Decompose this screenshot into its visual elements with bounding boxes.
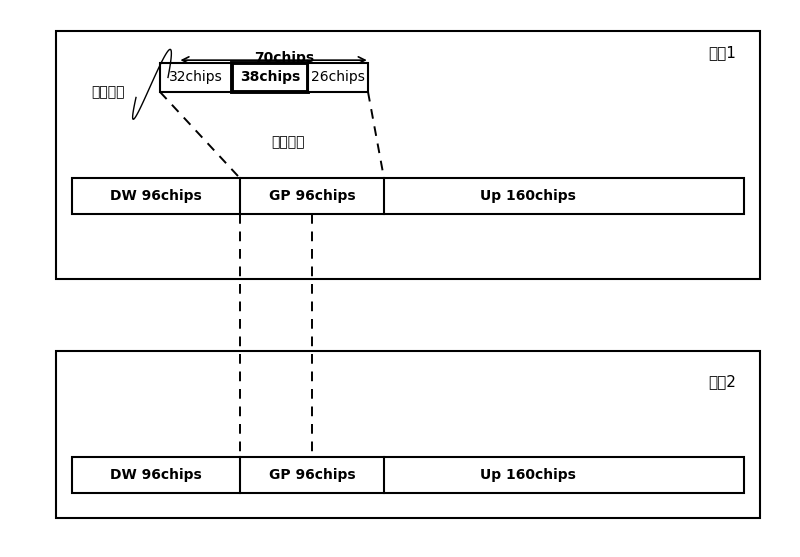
Bar [72,178,744,214]
Text: Up 160chips: Up 160chips [480,468,576,482]
Text: 32chips: 32chips [169,70,223,85]
Bar [72,457,744,493]
Bar [56,31,760,278]
Text: 38chips: 38chips [240,70,300,85]
Text: 保护间隔: 保护间隔 [91,85,125,99]
Text: DW 96chips: DW 96chips [110,468,202,482]
Text: 70chips: 70chips [254,51,314,66]
Bar [232,63,308,92]
Bar [160,63,232,92]
Bar [56,351,760,518]
Text: 基圷2: 基圷2 [708,374,736,389]
Text: Up 160chips: Up 160chips [480,189,576,203]
Text: 26chips: 26chips [311,70,365,85]
Text: DW 96chips: DW 96chips [110,189,202,203]
Bar [308,63,368,92]
Text: 基圷1: 基圷1 [708,46,736,60]
Text: 校准数据: 校准数据 [271,135,305,149]
Text: GP 96chips: GP 96chips [269,468,355,482]
Text: GP 96chips: GP 96chips [269,189,355,203]
